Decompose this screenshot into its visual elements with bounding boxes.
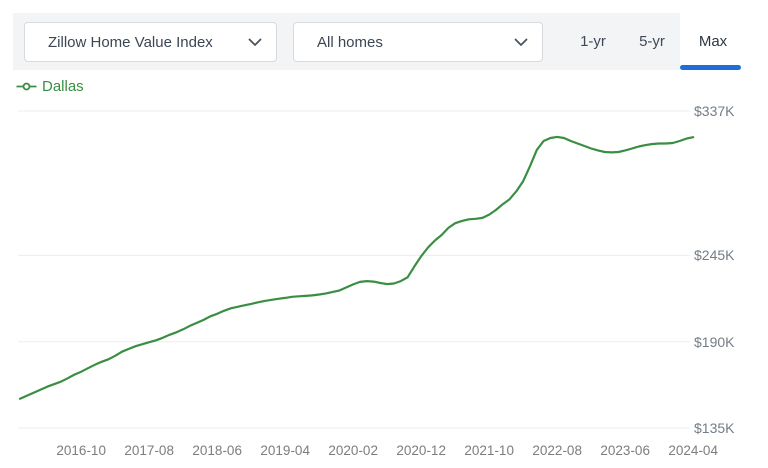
y-axis-tick-label: $245K	[694, 247, 735, 264]
y-axis-tick-label: $337K	[694, 103, 735, 119]
home-type-dropdown[interactable]: All homes	[293, 22, 543, 62]
x-axis-tick-label: 2021-10	[464, 443, 514, 458]
y-axis-tick-label: $190K	[694, 333, 735, 350]
x-axis-tick-label: 2018-06	[192, 443, 242, 458]
chevron-down-icon	[514, 38, 528, 46]
x-axis-tick-label: 2023-06	[600, 443, 650, 458]
y-axis-tick-label: $135K	[694, 420, 735, 436]
x-axis-tick-label: 2024-04	[668, 443, 718, 458]
tab-range-5yr[interactable]: 5-yr	[639, 33, 665, 50]
x-axis-tick-label: 2016-10	[56, 443, 106, 458]
legend-series-label: Dallas	[42, 78, 84, 95]
metric-dropdown[interactable]: Zillow Home Value Index	[24, 22, 277, 62]
chart-canvas	[18, 110, 695, 429]
x-axis-tick-label: 2019-04	[260, 443, 310, 458]
legend-item-dallas[interactable]: Dallas	[16, 78, 84, 95]
metric-dropdown-value: Zillow Home Value Index	[48, 33, 213, 51]
x-axis-tick-label: 2020-12	[396, 443, 446, 458]
tab-range-max[interactable]: Max	[680, 13, 746, 70]
tab-range-1yr[interactable]: 1-yr	[580, 33, 606, 50]
chevron-down-icon	[248, 38, 262, 46]
chart-toolbar: Zillow Home Value Index All homes 1-yr 5…	[13, 13, 746, 70]
active-tab-underline	[680, 65, 741, 70]
series-marker-icon	[16, 82, 37, 91]
home-type-dropdown-value: All homes	[317, 33, 383, 51]
x-axis-tick-label: 2017-08	[124, 443, 174, 458]
x-axis-tick-label: 2020-02	[328, 443, 378, 458]
chart-plot-area[interactable]: $337K $245K $190K $135K 2016-10 2017-08 2018-0…	[0, 95, 768, 468]
series-line-dallas	[18, 135, 695, 400]
x-axis-tick-label: 2022-08	[532, 443, 582, 458]
